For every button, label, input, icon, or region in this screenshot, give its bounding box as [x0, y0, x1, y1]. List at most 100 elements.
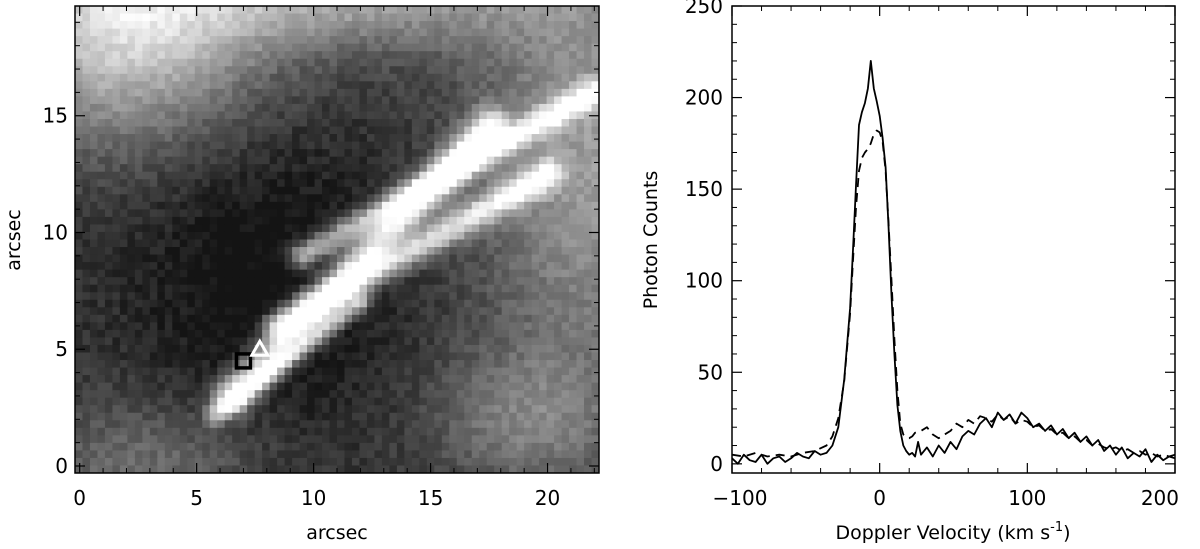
- heatmap-cell: [359, 420, 368, 429]
- heatmap-cell: [516, 134, 525, 143]
- heatmap-cell: [194, 344, 203, 354]
- heatmap-cell: [404, 277, 413, 286]
- heatmap-cell: [576, 149, 585, 158]
- heatmap-cell: [247, 73, 256, 82]
- heatmap-cell: [202, 216, 211, 226]
- heatmap-cell: [366, 6, 376, 15]
- heatmap-cell: [292, 88, 301, 97]
- heatmap-cell: [396, 382, 405, 391]
- heatmap-cell: [396, 111, 405, 120]
- heatmap-cell: [434, 21, 443, 30]
- heatmap-cell: [351, 450, 361, 459]
- heatmap-cell: [329, 28, 338, 37]
- heatmap-cell: [554, 81, 563, 90]
- heatmap-cell: [569, 262, 578, 271]
- heatmap-cell: [194, 262, 203, 271]
- heatmap-cell: [516, 367, 525, 376]
- heatmap-cell: [501, 344, 510, 354]
- heatmap-cell: [456, 254, 465, 263]
- heatmap-cell: [149, 269, 158, 278]
- heatmap-cell: [247, 247, 256, 256]
- heatmap-cell: [344, 329, 353, 339]
- heatmap-cell: [172, 390, 181, 399]
- heatmap-cell: [292, 367, 301, 376]
- heatmap-cell: [531, 427, 540, 436]
- heatmap-cell: [179, 201, 188, 210]
- heatmap-cell: [464, 103, 473, 113]
- heatmap-cell: [449, 231, 458, 241]
- heatmap-cell: [112, 36, 121, 45]
- heatmap-cell: [486, 111, 495, 120]
- heatmap-cell: [134, 164, 143, 173]
- heatmap-cell: [307, 103, 316, 113]
- heatmap-cell: [554, 209, 563, 218]
- heatmap-cell: [75, 28, 84, 37]
- heatmap-cell: [591, 81, 599, 90]
- heatmap-cell: [232, 465, 241, 473]
- heatmap-cell: [112, 360, 121, 369]
- heatmap-cell: [322, 149, 331, 158]
- heatmap-cell: [441, 269, 450, 278]
- heatmap-cell: [569, 216, 578, 226]
- heatmap-cell: [396, 442, 405, 451]
- heatmap-cell: [307, 201, 316, 210]
- heatmap-cell: [187, 43, 196, 52]
- heatmap-cell: [277, 73, 286, 82]
- heatmap-cell: [494, 247, 503, 256]
- heatmap-cell: [531, 277, 540, 286]
- heatmap-cell: [194, 254, 203, 263]
- heatmap-cell: [516, 179, 525, 188]
- heatmap-cell: [381, 179, 390, 188]
- heatmap-cell: [554, 58, 563, 67]
- heatmap-cell: [464, 36, 473, 45]
- heatmap-cell: [591, 73, 599, 82]
- heatmap-cell: [479, 81, 488, 90]
- heatmap-cell: [75, 164, 84, 173]
- heatmap-cell: [172, 43, 181, 52]
- heatmap-cell: [524, 442, 533, 451]
- heatmap-cell: [112, 337, 121, 346]
- heatmap-cell: [351, 156, 361, 165]
- heatmap-cell: [307, 126, 316, 135]
- heatmap-cell: [359, 277, 368, 286]
- heatmap-cell: [142, 231, 151, 241]
- heatmap-cell: [419, 149, 428, 158]
- heatmap-cell: [194, 420, 203, 429]
- heatmap-cell: [329, 284, 338, 293]
- heatmap-cell: [75, 13, 84, 22]
- heatmap-cell: [426, 352, 435, 361]
- heatmap-cell: [82, 277, 91, 286]
- heatmap-cell: [202, 111, 211, 120]
- heatmap-cell: [307, 292, 316, 301]
- heatmap-cell: [172, 209, 181, 218]
- heatmap-cell: [194, 43, 203, 52]
- heatmap-cell: [546, 171, 555, 180]
- heatmap-cell: [202, 194, 211, 203]
- heatmap-cell: [127, 420, 136, 429]
- x-tick-label: 100: [1008, 486, 1046, 510]
- heatmap-cell: [292, 224, 301, 233]
- heatmap-cell: [576, 141, 585, 150]
- heatmap-cell: [426, 88, 435, 97]
- heatmap-cell: [591, 141, 599, 150]
- heatmap-cell: [546, 231, 555, 241]
- heatmap-cell: [531, 322, 540, 331]
- heatmap-cell: [127, 111, 136, 120]
- heatmap-cell: [561, 307, 570, 316]
- heatmap-cell: [97, 126, 106, 135]
- heatmap-cell: [516, 314, 525, 323]
- heatmap-cell: [172, 405, 181, 414]
- heatmap-cell: [247, 465, 256, 473]
- heatmap-cell: [449, 420, 458, 429]
- heatmap-cell: [134, 322, 143, 331]
- heatmap-cell: [89, 209, 99, 218]
- heatmap-cell: [524, 81, 533, 90]
- heatmap-cell: [89, 224, 99, 233]
- heatmap-cell: [202, 382, 211, 391]
- heatmap-cell: [584, 390, 593, 399]
- heatmap-cell: [277, 307, 286, 316]
- heatmap-cell: [269, 209, 278, 218]
- heatmap-cell: [486, 88, 495, 97]
- heatmap-cell: [591, 179, 599, 188]
